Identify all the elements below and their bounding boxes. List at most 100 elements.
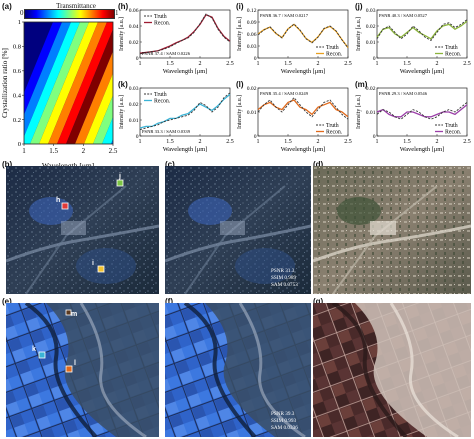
marker-k [38, 351, 46, 359]
map-f-psnr: PSNR 39.3 [271, 411, 295, 417]
plot-frame [139, 9, 231, 59]
heatmap-band [57, 22, 113, 144]
ytick-label: 0.02 [129, 102, 139, 108]
ytick-label: 0 [136, 56, 139, 62]
ytick-label: 0 [373, 56, 376, 62]
metrics-label: PSNR 36.7 / SAM 0.0217 [260, 13, 309, 18]
series-truth-line [376, 19, 468, 41]
legend-recon-label: Recon. [445, 130, 462, 136]
colorbar [24, 9, 115, 19]
legend-truth-label: Truth [445, 123, 458, 129]
colorbar-tick-min: 0 [20, 9, 24, 17]
x-axis-label: Wavelength [μm] [163, 146, 208, 153]
plot-frame [376, 9, 468, 59]
spectrum-chart-m: 0 0.01 0.02 1 1.5 2 2.5 Wavelength [μm] Intensit… [356, 86, 471, 153]
legend-recon-label: Recon. [445, 52, 462, 58]
series-truth-line [139, 92, 231, 131]
legend-truth-label: Truth [326, 123, 339, 129]
heatmap-band [84, 73, 113, 144]
xtick-label: 2.5 [226, 61, 234, 67]
y-axis-label: Intensity [a.u.] [356, 95, 362, 129]
heatmap-band [30, 22, 89, 144]
panel-label-c: (c) [165, 160, 175, 169]
panel-label-l: (l) [236, 80, 244, 89]
xtick-label: 2.5 [226, 139, 234, 145]
ytick-label: 0.02 [366, 24, 376, 30]
metrics-label: PSNR 29.3 / SAM 0.0546 [379, 91, 428, 96]
y-axis-label: Intensity [a.u.] [119, 17, 125, 51]
panel-label-g: (g) [313, 297, 324, 306]
panel-label-f: (f) [165, 297, 173, 306]
x-axis-label: Wavelength [μm] [281, 68, 326, 75]
ytick-label: 0 [254, 56, 257, 62]
heatmap-xtick-label: 2.5 [109, 147, 118, 155]
series-truth-line [139, 13, 231, 55]
heatmap-chart: 0 0.2 0.4 0.6 0.8 1 1 1.5 2 2.5 Crystallization … [1, 20, 118, 170]
xtick-label: 1 [376, 61, 379, 67]
xtick-label: 1.5 [284, 61, 292, 67]
panel-label-d: (d) [313, 160, 324, 169]
map-c-psnr: PSNR 31.3 [271, 268, 295, 274]
heatmap-x-ticks: 1 1.5 2 2.5 [22, 144, 118, 155]
plot-frame [376, 87, 468, 137]
x-axis-label: Wavelength [μm] [400, 68, 445, 75]
y-axis-label: Intensity [a.u.] [356, 17, 362, 51]
map-e-agri-hsi: m k l [6, 303, 159, 437]
legend-truth-label: Truth [154, 92, 167, 98]
xtick-label: 2 [199, 139, 202, 145]
spectrum-chart-h: 0 0.02 0.04 0.06 1 1.5 2 2.5 Wavelength [μm] Inte… [119, 8, 234, 75]
marker-l [65, 365, 73, 373]
heatmap-ytick-label: 0.2 [13, 117, 21, 124]
plot-frame [257, 87, 349, 137]
ytick-label: 0.09 [247, 20, 257, 26]
heatmap-band [93, 95, 113, 144]
heatmap-band [75, 51, 113, 144]
panel-label-a: (a) [2, 2, 12, 11]
ytick-label: 0.01 [247, 110, 257, 116]
ytick-label: 0 [136, 134, 139, 140]
series-truth-line [257, 96, 349, 120]
panel-label-e: (e) [2, 297, 12, 306]
xtick-label: 1.5 [403, 139, 411, 145]
legend-recon-label: Recon. [154, 99, 171, 105]
legend-recon-label: Recon. [154, 21, 171, 27]
ytick-label: 0 [373, 134, 376, 140]
xtick-label: 2 [317, 139, 320, 145]
xtick-label: 1 [139, 139, 142, 145]
marker-m-label: m [71, 311, 77, 318]
heatmap-xtick-label: 2 [82, 147, 86, 155]
map-f-agri-recon: PSNR 39.3 SSIM 0.993 SAM 0.0336 [165, 303, 311, 437]
panel-label-h: (h) [118, 2, 129, 11]
ytick-label: 0.03 [366, 8, 376, 14]
series-truth-line [257, 23, 349, 49]
xtick-label: 2 [436, 139, 439, 145]
xtick-label: 2.5 [463, 61, 471, 67]
series-recon-line [376, 104, 468, 118]
marker-h [61, 202, 69, 210]
heatmap-band [24, 22, 71, 137]
marker-j [116, 179, 124, 187]
panel-label-b: (b) [2, 160, 13, 169]
marker-l-label: l [74, 360, 76, 367]
colorbar-tick-max: 1 [115, 9, 119, 17]
heatmap-band [39, 22, 98, 144]
heatmap-band [48, 22, 107, 144]
legend-recon-label: Recon. [326, 52, 343, 58]
metrics-label: PSNR 40.3 / SAM 0.0527 [379, 13, 428, 18]
legend-truth-label: Truth [445, 45, 458, 51]
colorbar-title: Transmittance [56, 2, 96, 10]
heatmap-ytick-label: 0.8 [13, 44, 21, 51]
spectrum-chart-j: 0 0.01 0.02 0.03 1 1.5 2 2.5 Wavelength [μm] Inte… [356, 8, 471, 75]
map-g-agri-rgb [313, 303, 471, 437]
heatmap-ytick-label: 1 [18, 20, 21, 26]
y-axis-label: Intensity [a.u.] [119, 95, 125, 129]
ytick-label: 0.01 [129, 118, 139, 124]
metrics-label: PSNR 33.3 / SAM 0.0339 [142, 129, 191, 134]
ytick-label: 0.02 [247, 86, 257, 92]
map-c-sam: SAM 0.0753 [271, 282, 298, 288]
spectrum-chart-k: 0 0.01 0.02 0.03 1 1.5 2 2.5 Wavelength [μm] Inte… [119, 86, 234, 153]
ytick-label: 0.12 [247, 8, 257, 14]
metrics-label: PSNR 35.4 / SAM 0.0249 [260, 91, 309, 96]
legend-truth-label: Truth [154, 14, 167, 20]
heatmap-bands [24, 22, 113, 144]
